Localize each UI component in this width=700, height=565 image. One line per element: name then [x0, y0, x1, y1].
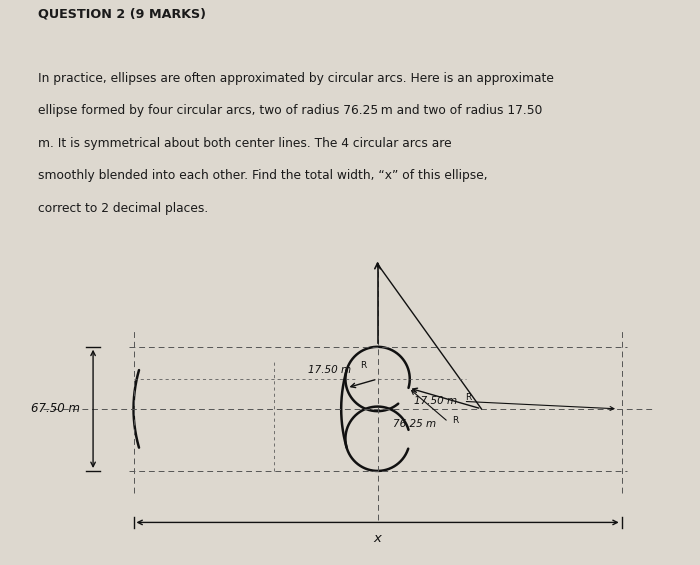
- Text: 17.50 m: 17.50 m: [308, 366, 351, 375]
- Text: 17.50 m: 17.50 m: [414, 397, 457, 406]
- Text: correct to 2 decimal places.: correct to 2 decimal places.: [38, 202, 209, 215]
- Text: R: R: [466, 393, 472, 402]
- Text: smoothly blended into each other. Find the total width, “x” of this ellipse,: smoothly blended into each other. Find t…: [38, 170, 488, 182]
- Text: 76.25 m: 76.25 m: [393, 419, 436, 429]
- Text: 67.50 m: 67.50 m: [32, 402, 80, 415]
- Text: x: x: [374, 532, 382, 545]
- Text: ellipse formed by four circular arcs, two of radius 76.25 m and two of radius 17: ellipse formed by four circular arcs, tw…: [38, 105, 543, 118]
- Text: In practice, ellipses are often approximated by circular arcs. Here is an approx: In practice, ellipses are often approxim…: [38, 72, 554, 85]
- Text: m. It is symmetrical about both center lines. The 4 circular arcs are: m. It is symmetrical about both center l…: [38, 137, 452, 150]
- Text: QUESTION 2 (9 MARKS): QUESTION 2 (9 MARKS): [38, 7, 206, 20]
- Text: R: R: [360, 361, 366, 370]
- Text: R: R: [452, 416, 458, 425]
